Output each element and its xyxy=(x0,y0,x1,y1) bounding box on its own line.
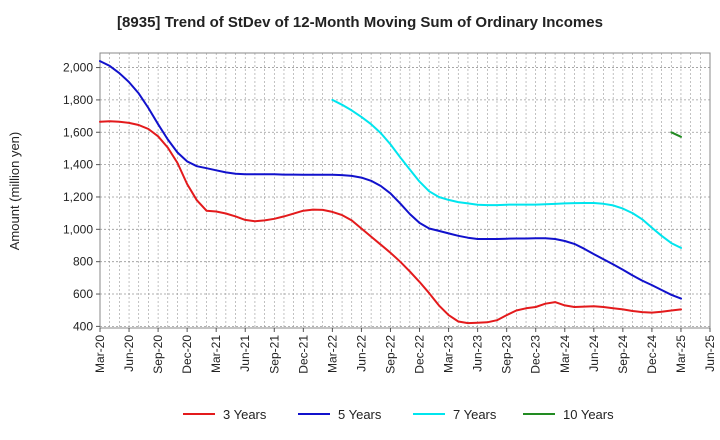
y-axis-label: Amount (million yen) xyxy=(7,132,22,251)
x-tick-label: Dec-23 xyxy=(529,335,543,374)
y-axis-ticks: 400 600 800 1,000 1,200 1,400 1,600 1,800 2,000 xyxy=(63,61,100,333)
x-tick-label: Mar-21 xyxy=(209,335,223,373)
x-tick-label: Dec-24 xyxy=(645,335,659,374)
x-tick-label: Dec-20 xyxy=(180,335,194,374)
x-tick-label: Jun-23 xyxy=(471,335,485,372)
chart-title: [8935] Trend of StDev of 12-Month Moving… xyxy=(117,14,603,31)
x-tick-label: Sep-21 xyxy=(267,335,281,374)
y-tick-label: 1,400 xyxy=(63,158,93,172)
y-tick-label: 1,600 xyxy=(63,125,93,139)
series-line-3-years xyxy=(99,120,682,325)
x-tick-label: Mar-24 xyxy=(558,335,572,373)
x-tick-label: Mar-25 xyxy=(674,335,688,373)
y-tick-label: 1,200 xyxy=(63,190,93,204)
x-tick-label: Mar-23 xyxy=(442,335,456,373)
x-tick-label: Sep-22 xyxy=(383,335,397,374)
y-tick-label: 800 xyxy=(73,255,93,269)
x-tick-label: Jun-21 xyxy=(238,335,252,372)
x-tick-label: Jun-22 xyxy=(354,335,368,372)
x-tick-label: Mar-22 xyxy=(325,335,339,373)
y-tick-label: 2,000 xyxy=(63,61,93,75)
plot-area-frame xyxy=(99,52,711,329)
x-tick-label: Sep-20 xyxy=(151,335,165,374)
x-tick-label: Sep-23 xyxy=(500,335,514,374)
series-line-5-years xyxy=(99,60,682,300)
legend-label: 3 Years xyxy=(223,407,267,422)
x-tick-label: Sep-24 xyxy=(616,335,630,374)
series-lines xyxy=(99,60,682,325)
legend-label: 7 Years xyxy=(453,407,497,422)
y-tick-label: 600 xyxy=(73,287,93,301)
x-axis-ticks: Mar-20 Jun-20 Sep-20 Dec-20 Mar-21 Jun-21 Sep-… xyxy=(93,328,717,374)
y-tick-label: 1,800 xyxy=(63,93,93,107)
legend-label: 10 Years xyxy=(563,407,614,422)
x-tick-label: Mar-20 xyxy=(93,335,107,373)
x-tick-label: Jun-25 xyxy=(703,335,717,372)
x-tick-label: Jun-24 xyxy=(587,335,601,372)
legend-label: 5 Years xyxy=(338,407,382,422)
series-line-7-years xyxy=(331,98,682,249)
series-line-10-years xyxy=(670,131,682,138)
legend: 3 Years 5 Years 7 Years 10 Years xyxy=(183,407,614,422)
y-tick-label: 1,000 xyxy=(63,222,93,236)
y-tick-label: 400 xyxy=(73,319,93,333)
x-tick-label: Jun-20 xyxy=(122,335,136,372)
x-tick-label: Dec-22 xyxy=(413,335,427,374)
x-tick-label: Dec-21 xyxy=(296,335,310,374)
